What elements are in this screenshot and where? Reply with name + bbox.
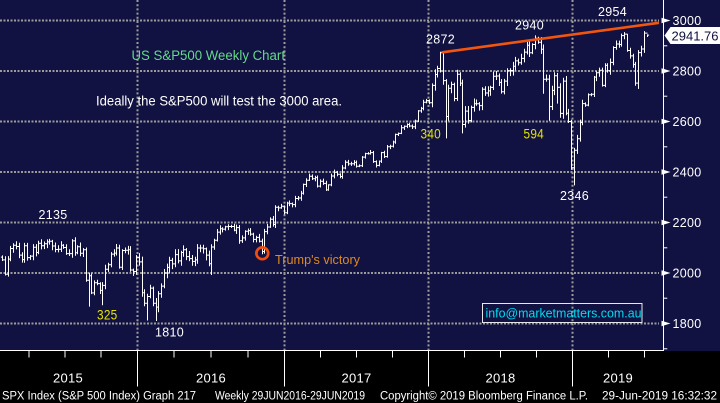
- svg-text:2941.76: 2941.76: [672, 29, 719, 44]
- svg-text:594: 594: [524, 126, 545, 141]
- svg-text:US S&P500 Weekly Chart: US S&P500 Weekly Chart: [132, 48, 286, 63]
- svg-text:info@marketmatters.com.au: info@marketmatters.com.au: [486, 306, 642, 321]
- svg-text:2940: 2940: [515, 19, 544, 33]
- svg-text:2200: 2200: [673, 216, 702, 230]
- svg-text:2954: 2954: [598, 5, 627, 19]
- svg-text:3000: 3000: [673, 14, 702, 28]
- svg-text:Copyright© 2019 Bloomberg Fina: Copyright© 2019 Bloomberg Finance L.P.: [380, 391, 588, 403]
- svg-text:2018: 2018: [485, 371, 515, 386]
- svg-text:2800: 2800: [673, 64, 702, 78]
- svg-text:2019: 2019: [603, 371, 633, 386]
- svg-text:Trump's victory: Trump's victory: [275, 252, 360, 267]
- svg-text:325: 325: [97, 308, 118, 323]
- svg-text:1810: 1810: [155, 326, 184, 340]
- svg-text:2400: 2400: [673, 165, 702, 179]
- svg-text:2135: 2135: [39, 208, 68, 222]
- svg-text:Ideally the S&P500 will test t: Ideally the S&P500 will test the 3000 ar…: [96, 94, 342, 109]
- svg-text:340: 340: [421, 126, 442, 141]
- svg-text:29-Jun-2019 16:32:32: 29-Jun-2019 16:32:32: [602, 391, 717, 403]
- svg-text:Weekly 29JUN2016-29JUN2019: Weekly 29JUN2016-29JUN2019: [215, 391, 365, 403]
- svg-text:2016: 2016: [196, 371, 226, 386]
- svg-text:SPX Index (S&P 500 Index) Grap: SPX Index (S&P 500 Index) Graph 217: [2, 391, 196, 403]
- svg-text:2015: 2015: [53, 371, 83, 386]
- svg-text:2000: 2000: [673, 266, 702, 280]
- svg-text:2346: 2346: [560, 189, 589, 203]
- svg-text:1800: 1800: [673, 317, 702, 331]
- svg-text:2600: 2600: [673, 115, 702, 129]
- svg-text:2017: 2017: [341, 371, 371, 386]
- svg-text:2872: 2872: [426, 33, 455, 47]
